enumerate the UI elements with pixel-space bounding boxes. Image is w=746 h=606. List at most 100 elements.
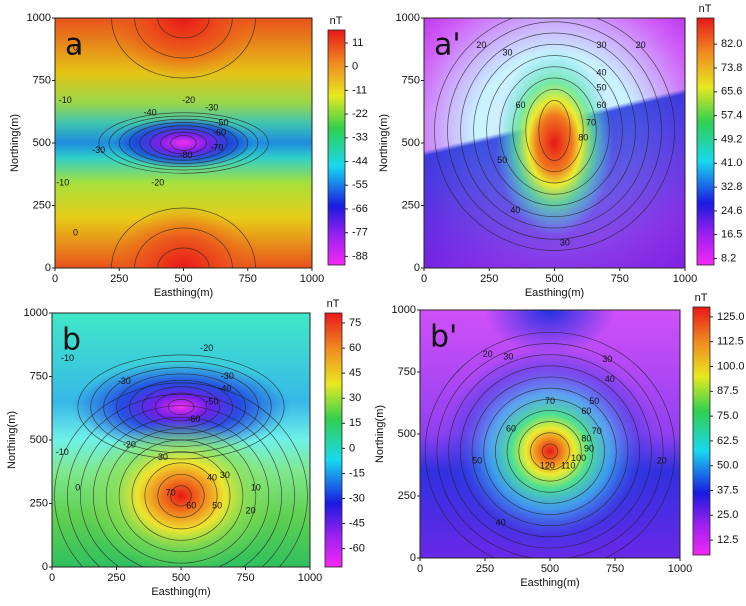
colorbar-tick-label: 15 — [349, 417, 361, 429]
contour-line — [170, 135, 197, 151]
contour-line — [424, 332, 676, 558]
contour-line — [160, 131, 207, 155]
heatmap-shade — [420, 310, 680, 558]
contour-label: 100 — [571, 453, 586, 463]
contour-label: 70 — [586, 117, 596, 127]
contour-line — [141, 386, 221, 428]
contour-label: 60 — [186, 500, 196, 510]
x-axis-label: Easthing(m) — [151, 586, 210, 598]
x-tick-label: 750 — [611, 273, 629, 285]
contour-line — [473, 43, 636, 218]
contour-line — [67, 393, 295, 567]
contour-label: -30 — [92, 145, 105, 155]
y-tick-label: 1000 — [27, 12, 51, 24]
contour-line — [157, 247, 210, 268]
contour-line — [167, 399, 195, 415]
y-tick-label: 0 — [45, 262, 51, 274]
contour-label: 40 — [207, 472, 217, 482]
colorbar-tick-label: 45 — [349, 367, 361, 379]
colorbar-tick-label: 12.5 — [717, 534, 738, 546]
contour-label: 30 — [503, 47, 513, 57]
x-tick-label: 750 — [239, 273, 257, 285]
x-tick-label: 500 — [545, 273, 563, 285]
contour-line — [54, 382, 308, 567]
contour-line — [129, 122, 238, 164]
contour-label: -40 — [144, 107, 157, 117]
y-tick-label: 750 — [398, 366, 416, 378]
y-axis-label: Northing(m) — [9, 114, 21, 172]
contour-line — [134, 18, 233, 59]
contour-label: 60 — [596, 100, 606, 110]
y-tick-label: 750 — [402, 74, 420, 86]
colorbar-tick-label: -55 — [352, 179, 368, 191]
y-tick-label: 500 — [402, 137, 420, 149]
contour-label: 20 — [636, 40, 646, 50]
contour-line — [530, 432, 570, 471]
panel-letter: b — [62, 323, 81, 358]
contour-label: -10 — [56, 447, 69, 457]
y-tick-label: 1000 — [392, 304, 416, 316]
contour-label: 40 — [510, 205, 520, 215]
contour-label: -30 — [205, 102, 218, 112]
colorbar-tick-label: -77 — [352, 227, 368, 239]
colorbar — [692, 306, 711, 556]
x-tick-label: 1000 — [673, 273, 697, 285]
contour-label: 0 — [73, 42, 78, 52]
contour-line — [170, 485, 192, 507]
y-tick-label: 1000 — [396, 12, 420, 24]
contour-line — [134, 227, 233, 268]
y-axis-label: Northing(m) — [374, 405, 386, 463]
contour-label: 70 — [166, 488, 176, 498]
panel-letter: a — [65, 28, 83, 63]
contour-line — [495, 398, 605, 504]
contour-line — [486, 55, 623, 206]
contour-line — [108, 115, 259, 171]
contour-line — [144, 462, 218, 530]
contour-line — [131, 451, 231, 541]
contour-label: 50 — [497, 155, 507, 165]
colorbar-tick-label: 0 — [352, 61, 358, 73]
contour-label: 60 — [581, 406, 591, 416]
contour-line — [111, 18, 256, 79]
colorbar-tick-label: -60 — [349, 543, 365, 555]
colorbar-tick-label: 75 — [349, 317, 361, 329]
colorbar-tick-label: 57.4 — [721, 110, 742, 122]
contour-label: 0 — [75, 483, 80, 493]
colorbar-tick-label: 37.5 — [717, 484, 738, 496]
colorbar-tick-label: -11 — [352, 84, 367, 96]
y-tick-label: 500 — [398, 428, 416, 440]
contour-label: 30 — [503, 351, 513, 361]
colorbar-tick-label: 30 — [349, 392, 361, 404]
contour-line — [434, 18, 675, 251]
x-tick-label: 250 — [480, 273, 498, 285]
x-axis-label: Easthing(m) — [520, 577, 579, 589]
colorbar-tick-label: 11 — [352, 37, 363, 49]
contour-line — [98, 112, 269, 174]
contour-label: -20 — [123, 439, 136, 449]
contour-label: 60 — [506, 423, 516, 433]
colorbar-tick-label: -45 — [349, 517, 365, 529]
contour-label: 110 — [561, 461, 575, 471]
contour-line — [90, 360, 272, 454]
colorbar-tick-label: 65.6 — [721, 86, 742, 98]
contour-line — [541, 443, 559, 460]
contour-line — [512, 77, 597, 184]
contour-label: 70 — [592, 426, 602, 436]
colorbar-tick-label: 75.0 — [717, 410, 738, 422]
contour-line — [80, 405, 282, 567]
contour-label: -10 — [61, 353, 74, 363]
colorbar-tick-label: 125.0 — [717, 311, 745, 323]
contour-label: 20 — [483, 349, 493, 359]
contour-label: -60 — [187, 414, 200, 424]
panel-letter: a' — [434, 28, 461, 63]
contour-label: -30 — [221, 371, 234, 381]
contour-line — [154, 392, 208, 422]
contour-label: -10 — [59, 95, 72, 105]
contour-label: 40 — [605, 374, 615, 384]
contour-line — [447, 21, 662, 240]
colorbar-tick-label: 82.0 — [721, 38, 742, 50]
contour-label: 50 — [596, 82, 606, 92]
y-tick-label: 750 — [30, 370, 48, 382]
